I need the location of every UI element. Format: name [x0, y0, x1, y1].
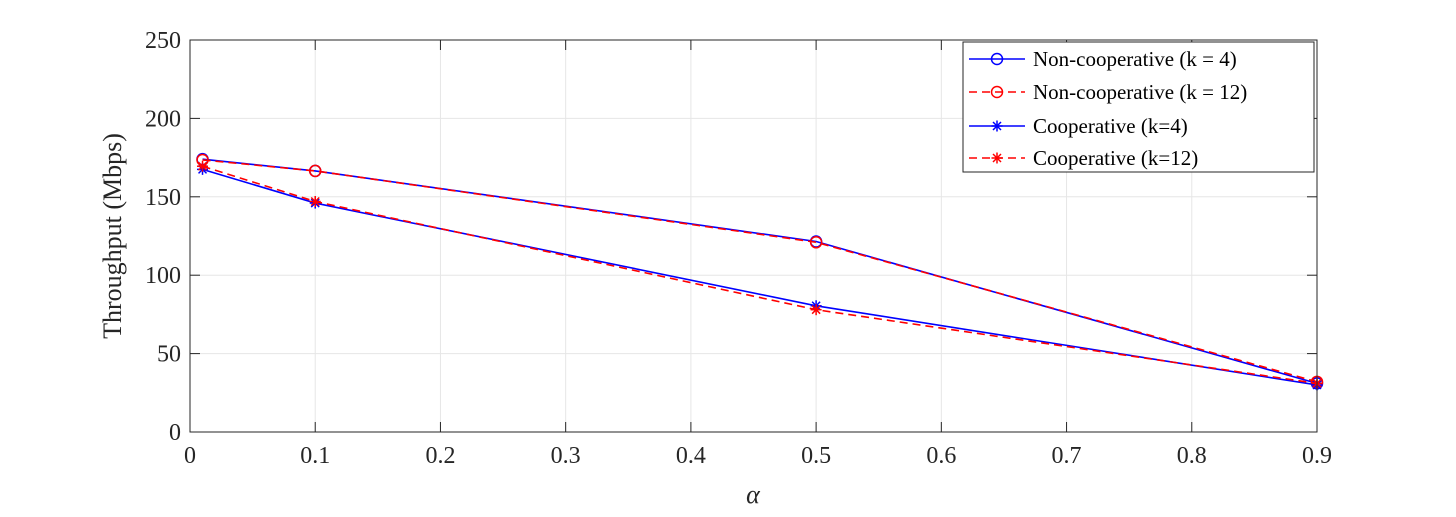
x-tick-label: 0.4: [676, 443, 706, 469]
asterisk-stroke: [811, 305, 821, 315]
legend-swatch-marker: [990, 52, 1004, 66]
series-line: [202, 165, 1318, 385]
x-tick-label: 0.8: [1177, 443, 1207, 469]
series-layer: [196, 152, 1324, 391]
data-point: [308, 164, 322, 178]
series-line: [202, 159, 1318, 383]
y-tick-label: 150: [145, 185, 181, 211]
legend-swatch-marker: [990, 85, 1004, 99]
x-tick-label: 0.2: [425, 443, 455, 469]
legend-entry: Non-cooperative (k = 12): [969, 80, 1247, 104]
x-tick-label: 0.9: [1302, 443, 1332, 469]
data-point: [810, 304, 822, 316]
x-tick-label: 0.7: [1052, 443, 1082, 469]
y-tick-label: 200: [145, 106, 181, 132]
legend-entry: Cooperative (k=12): [969, 146, 1198, 170]
legend-label: Non-cooperative (k = 12): [1033, 80, 1247, 104]
legend-swatch-marker: [991, 152, 1003, 164]
legend-label: Cooperative (k=12): [1033, 146, 1198, 170]
y-tick-label: 0: [169, 420, 181, 446]
y-tick-label: 250: [145, 28, 181, 54]
series-line: [202, 168, 1318, 386]
legend-label: Cooperative (k=4): [1033, 114, 1188, 138]
asterisk-stroke: [992, 153, 1002, 163]
x-tick-label: 0.5: [801, 443, 831, 469]
plot-frame: [189, 39, 1318, 433]
asterisk-stroke: [310, 196, 320, 207]
axis-ticks: 0 0.1 0.2 0.3 0.4 0.5 0.6 0.7 0.8 0.9 0 50 100 150 200…: [145, 28, 1332, 469]
y-axis-title: Throughput (Mbps): [98, 133, 127, 339]
legend-entry: Cooperative (k=4): [969, 114, 1188, 138]
y-tick-label: 50: [157, 342, 181, 368]
legend-entry: Non-cooperative (k = 4): [969, 47, 1237, 71]
data-point: [809, 236, 823, 249]
legend-label: Non-cooperative (k = 4): [1033, 47, 1237, 71]
legend-swatch-marker: [991, 120, 1003, 132]
asterisk-stroke: [197, 161, 208, 171]
data-point: [309, 196, 321, 208]
x-tick-label: 0.6: [926, 443, 956, 469]
legend-box: [962, 41, 1315, 173]
x-axis-title: α: [746, 480, 761, 509]
y-tick-label: 100: [145, 263, 181, 289]
x-tick-label: 0: [184, 443, 196, 469]
legend: Non-cooperative (k = 4) Non-cooperative (…: [962, 41, 1315, 173]
data-point: [197, 160, 209, 172]
x-tick-label: 0.1: [300, 443, 330, 469]
x-tick-label: 0.3: [551, 443, 581, 469]
asterisk-stroke: [992, 121, 1002, 131]
